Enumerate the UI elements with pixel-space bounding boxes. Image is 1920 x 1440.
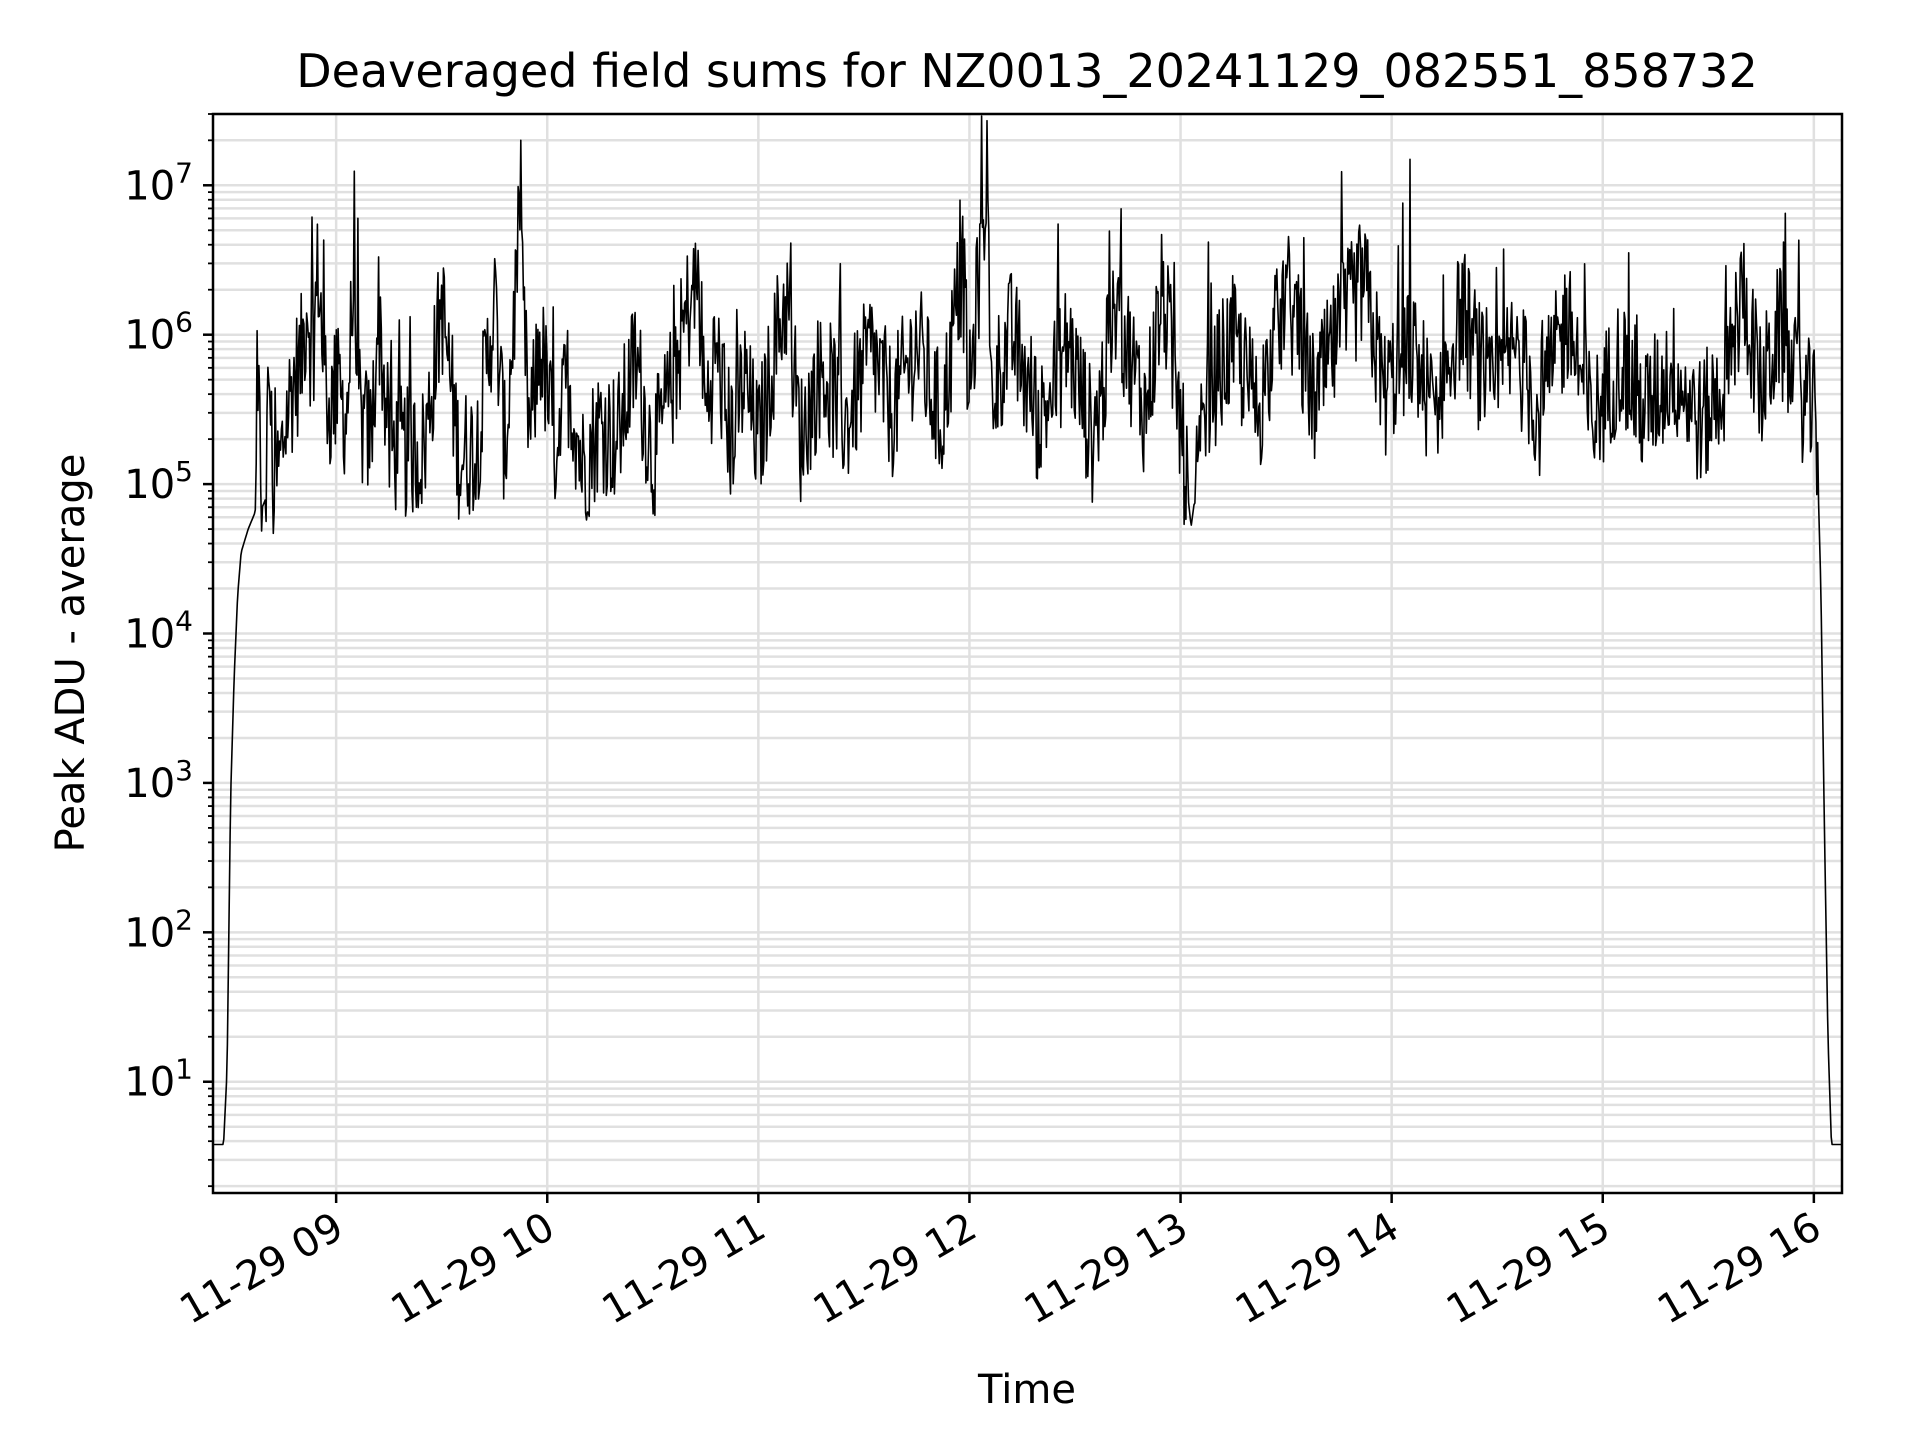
y-tick-label: 104 bbox=[124, 605, 193, 658]
x-axis-label: Time bbox=[977, 1367, 1076, 1413]
y-tick-label: 101 bbox=[124, 1053, 193, 1106]
x-tick-label: 11-29 10 bbox=[383, 1204, 562, 1334]
series-line bbox=[213, 115, 1842, 1146]
x-tick-label: 11-29 14 bbox=[1228, 1204, 1407, 1334]
x-tick-label: 11-29 11 bbox=[595, 1204, 774, 1334]
x-tick-label: 11-29 16 bbox=[1650, 1204, 1829, 1334]
y-tick-label: 105 bbox=[124, 455, 193, 508]
x-tick-label: 11-29 15 bbox=[1439, 1204, 1618, 1334]
y-tick-label: 106 bbox=[124, 306, 193, 359]
x-axis: 11-29 09 11-29 10 11-29 11 11-29 12 11-29 13… bbox=[172, 1193, 1829, 1334]
grid bbox=[213, 112, 1842, 1193]
x-tick-label: 11-29 13 bbox=[1017, 1204, 1196, 1334]
x-tick-label: 11-29 12 bbox=[806, 1204, 985, 1334]
series-group bbox=[213, 115, 1842, 1146]
y-tick-label: 107 bbox=[124, 156, 193, 209]
y-tick-label: 103 bbox=[124, 754, 193, 807]
y-tick-label: 102 bbox=[124, 903, 193, 956]
plot-area bbox=[211, 112, 1844, 1195]
y-axis-label: Peak ADU - average bbox=[48, 454, 94, 853]
chart-title: Deaveraged field sums for NZ0013_2024112… bbox=[296, 44, 1757, 98]
y-axis: 101 102 103 104 105 106 107 bbox=[124, 113, 213, 1188]
x-tick-label: 11-29 09 bbox=[172, 1204, 351, 1334]
